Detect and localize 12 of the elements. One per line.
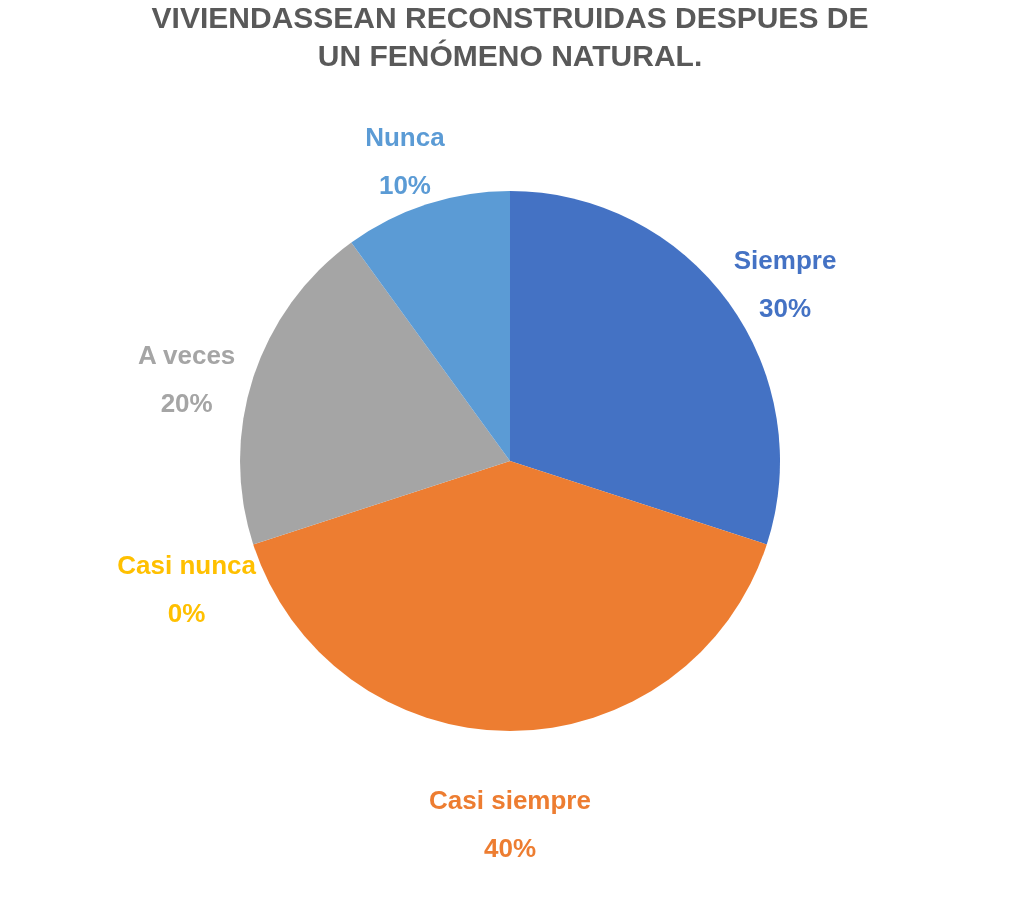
data-label: 20% [160, 387, 213, 418]
chart-title: VIVIENDASSEAN RECONSTRUIDAS DESPUES DE UN FENÓMENO NATURAL. [151, 1, 869, 72]
category-label: Casi nunca [117, 550, 256, 581]
data-label: 10% [378, 169, 431, 200]
slice-label: Siempre [733, 245, 837, 276]
slice-label: Nunca [365, 121, 446, 152]
pie-slice [240, 242, 510, 545]
data-label: 40% [483, 833, 537, 863]
slice-label: A veces [137, 339, 236, 370]
data-label: 30% [759, 293, 812, 324]
text: 0% [167, 598, 206, 629]
slice-label: Casi siempre [429, 785, 591, 815]
